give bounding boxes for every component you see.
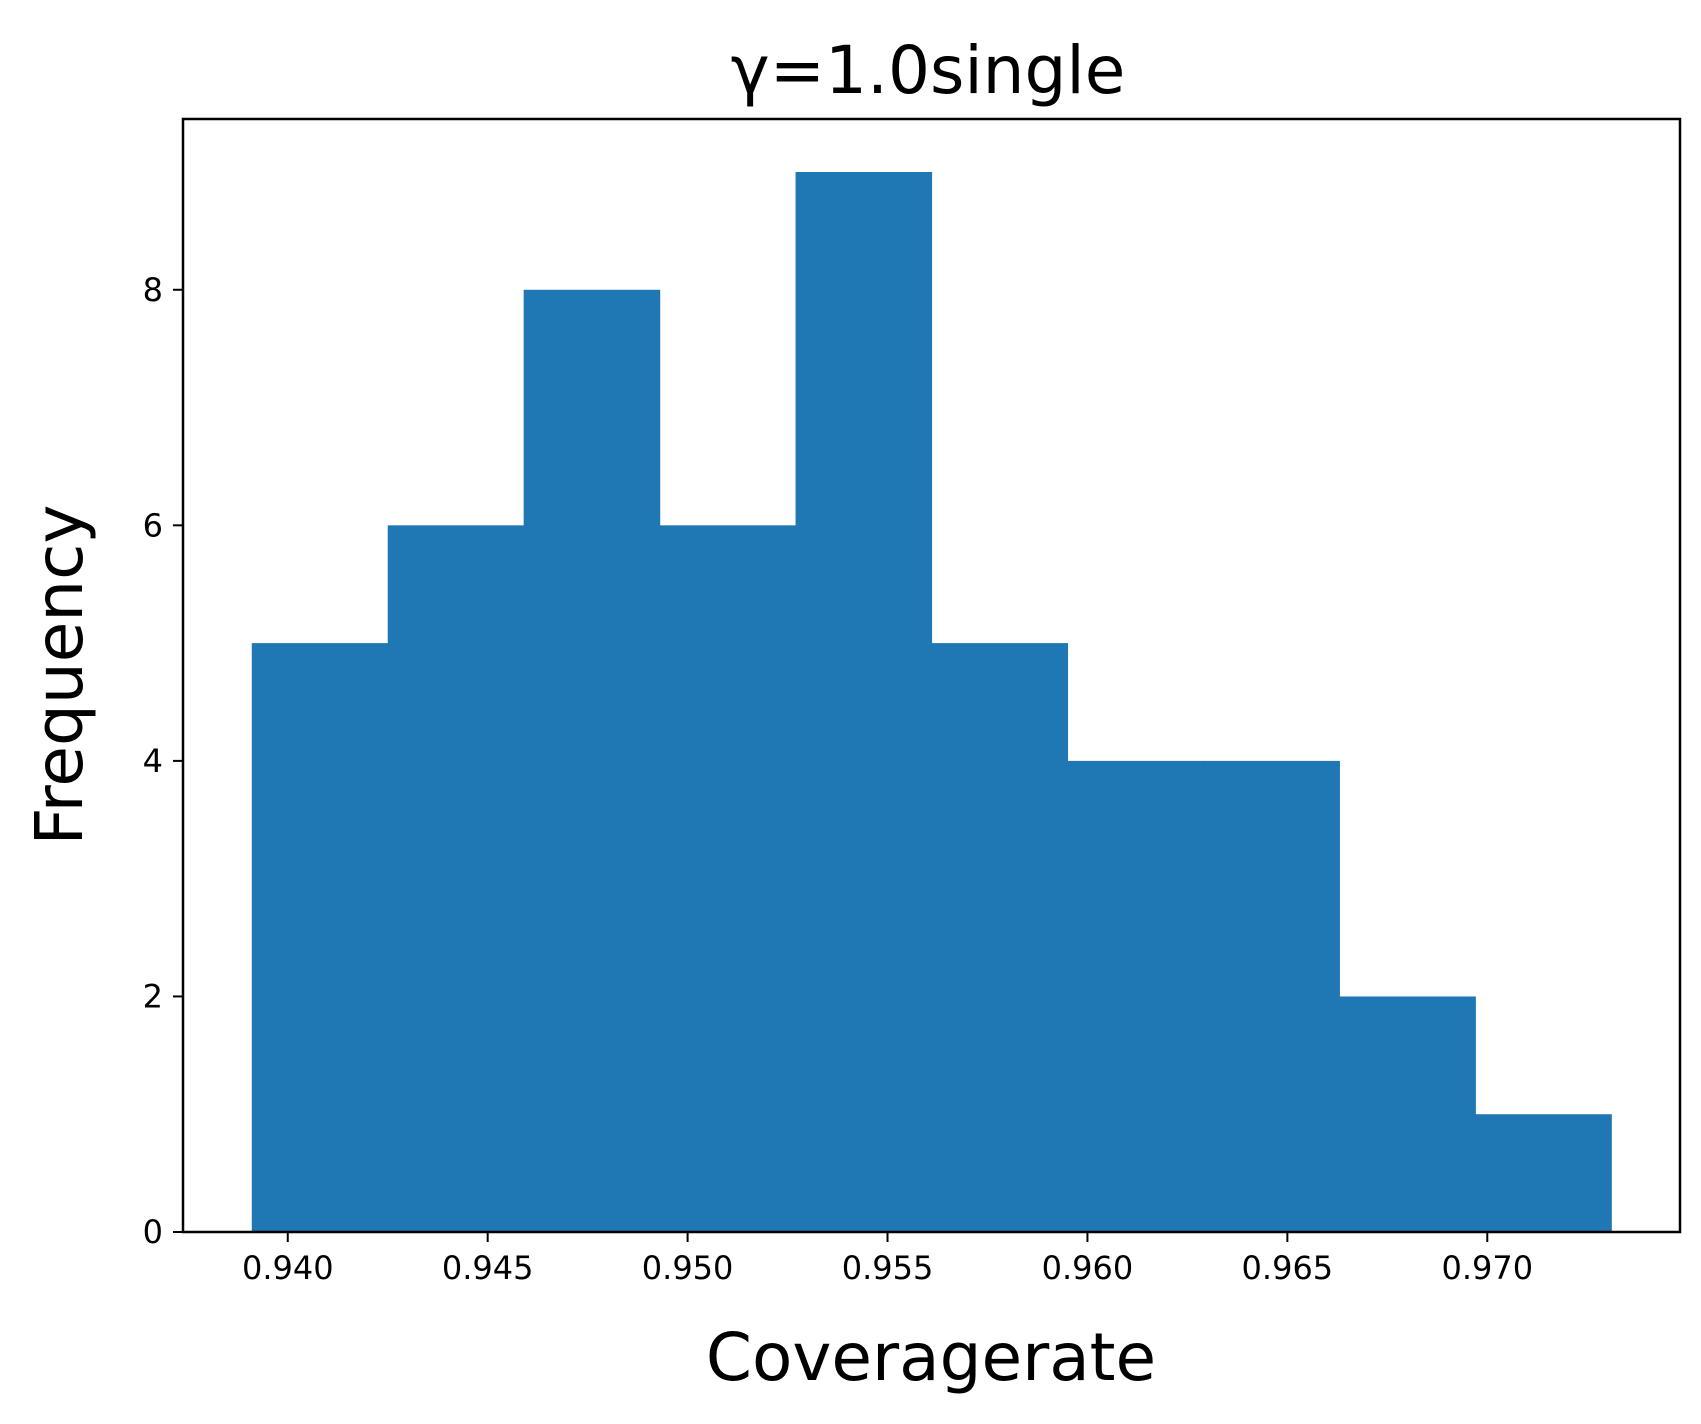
- histogram-bar: [1475, 1114, 1612, 1232]
- y-tick-label: 0: [143, 1213, 163, 1251]
- y-axis-ticks: 0 2 4 6 8: [143, 271, 183, 1251]
- histogram-bar: [387, 525, 525, 1232]
- x-tick-label: 0.940: [242, 1249, 334, 1287]
- x-tick-label: 0.950: [642, 1249, 734, 1287]
- y-tick-label: 6: [143, 506, 163, 544]
- x-tick-label: 0.945: [442, 1249, 534, 1287]
- y-axis-label: Frequency: [21, 505, 98, 846]
- histogram-bar: [1203, 760, 1340, 1232]
- y-tick-label: 8: [143, 271, 163, 309]
- x-tick-label: 0.970: [1441, 1249, 1533, 1287]
- histogram-bar: [523, 289, 661, 1232]
- y-tick-label: 4: [143, 742, 163, 780]
- x-tick-label: 0.955: [842, 1249, 934, 1287]
- histogram-bar: [795, 172, 933, 1232]
- x-tick-label: 0.960: [1042, 1249, 1134, 1287]
- chart-title: γ=1.0single: [731, 32, 1126, 109]
- x-axis-ticks: 0.940 0.945 0.950 0.955 0.960 0.965 0.970: [242, 1232, 1533, 1287]
- x-tick-label: 0.965: [1242, 1249, 1334, 1287]
- histogram-bar: [251, 643, 389, 1232]
- plot-frame: [181, 117, 1682, 1234]
- y-tick-label: 2: [143, 977, 163, 1015]
- bars-group: [251, 172, 1612, 1232]
- histogram-bar: [1067, 760, 1204, 1232]
- histogram-bar: [1339, 996, 1476, 1232]
- histogram-bar: [931, 643, 1069, 1232]
- histogram-bar: [659, 525, 797, 1232]
- x-axis-label: Coveragerate: [706, 1319, 1156, 1396]
